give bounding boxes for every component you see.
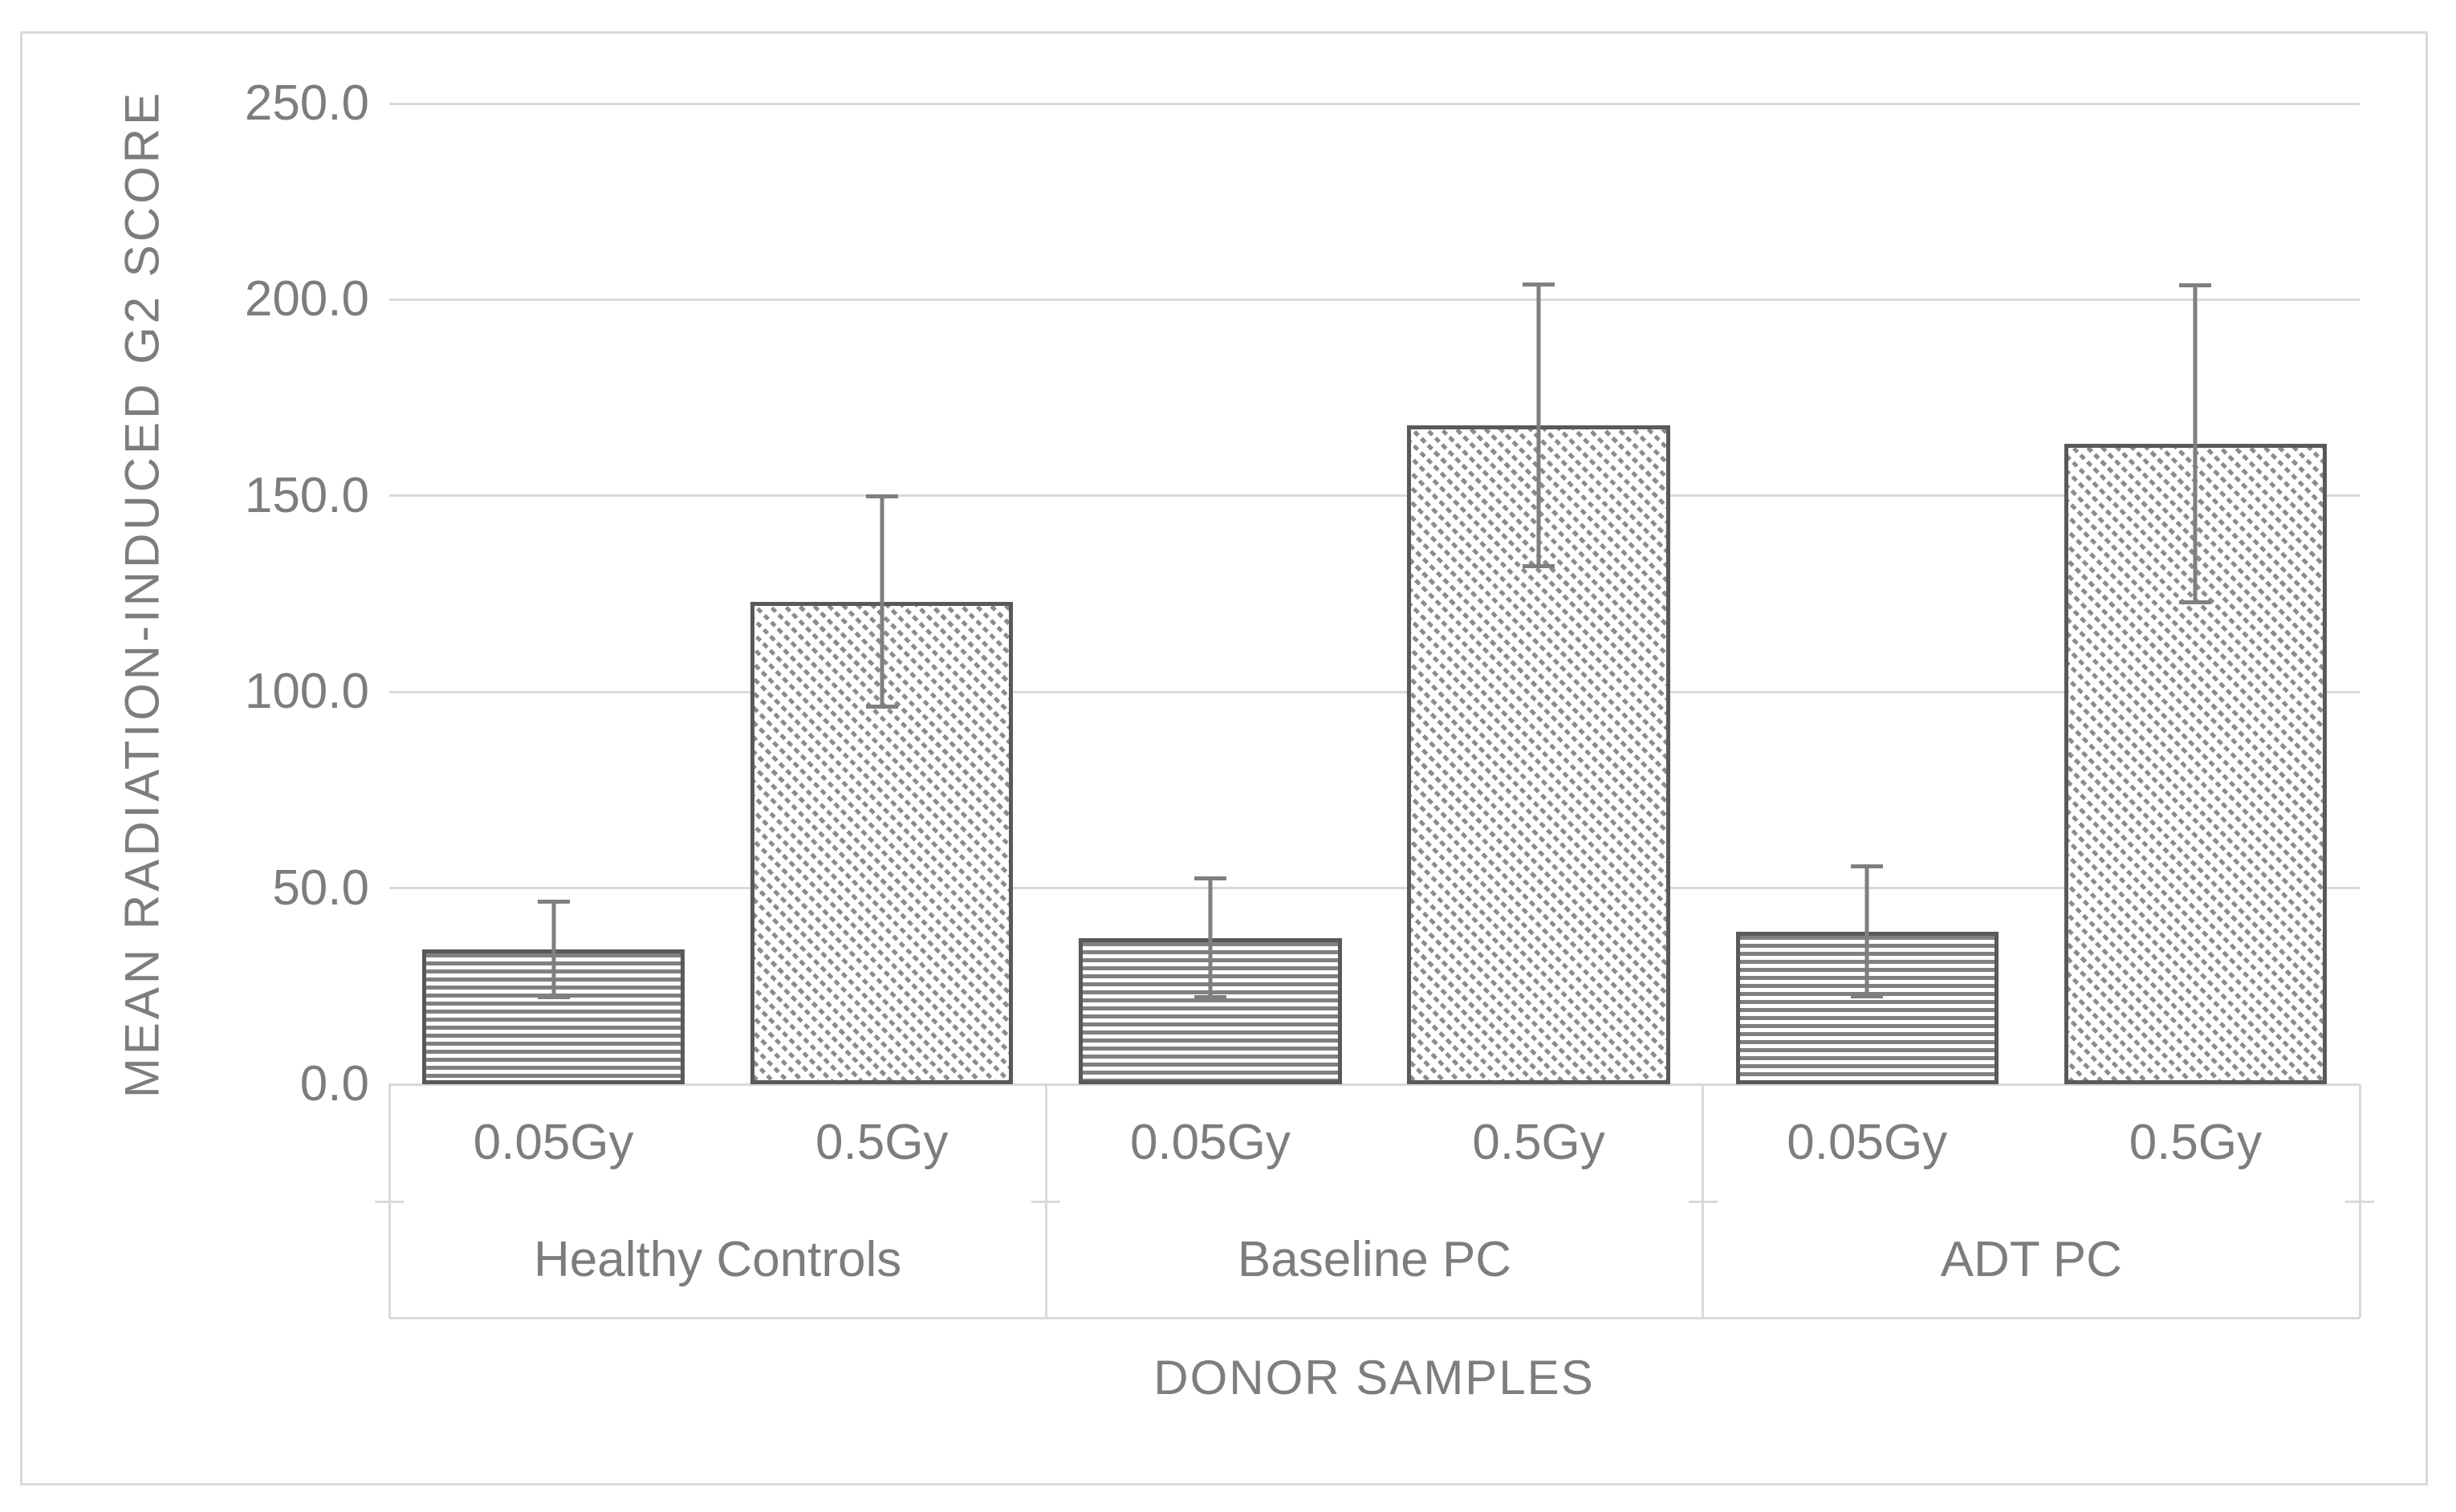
error-bar-bottom-cap xyxy=(2179,600,2212,605)
category-level-tick xyxy=(375,1200,404,1203)
error-bar-stem xyxy=(551,899,556,999)
dose-label-adt-pc-0-05gy: 0.05Gy xyxy=(1787,1115,1948,1170)
x-axis-title: DONOR SAMPLES xyxy=(1153,1351,1595,1404)
y-axis-title: MEAN RADIATION-INDUCED G2 SCORE xyxy=(115,89,169,1099)
y-tick-label: 250.0 xyxy=(244,75,369,131)
error-bar-bottom-cap xyxy=(865,705,898,709)
error-bar-baseline-pc-0-5gy xyxy=(1523,282,1555,568)
error-bar-stem xyxy=(1208,876,1213,999)
category-level-tick xyxy=(1688,1200,1718,1203)
error-bar-bottom-cap xyxy=(1523,563,1555,568)
group-label-adt-pc: ADT PC xyxy=(1940,1231,2122,1287)
error-bar-bottom-cap xyxy=(537,994,570,999)
error-bar-stem xyxy=(1536,282,1541,568)
error-bar-adt-pc-0-5gy xyxy=(2179,283,2212,605)
error-bar-top-cap xyxy=(2179,283,2212,288)
error-bar-healthy-controls-0-5gy xyxy=(865,494,898,709)
x-axis-line xyxy=(389,1083,2360,1086)
y-gridline xyxy=(389,494,2360,498)
dose-label-adt-pc-0-5gy: 0.5Gy xyxy=(2129,1115,2263,1170)
y-tick-label: 50.0 xyxy=(272,860,369,916)
dose-label-healthy-controls-0-5gy: 0.5Gy xyxy=(815,1115,949,1170)
y-gridline xyxy=(389,298,2360,301)
category-box-bottom-line xyxy=(389,1316,2360,1319)
y-gridline xyxy=(389,102,2360,105)
error-bar-bottom-cap xyxy=(1193,994,1226,999)
error-bar-top-cap xyxy=(1851,864,1884,869)
bar-baseline-pc-0-5gy xyxy=(1407,425,1670,1084)
y-tick-label: 0.0 xyxy=(299,1056,369,1112)
dose-label-healthy-controls-0-05gy: 0.05Gy xyxy=(473,1115,634,1170)
y-gridline xyxy=(389,887,2360,890)
error-bar-top-cap xyxy=(1193,876,1226,881)
error-bar-stem xyxy=(880,494,884,709)
y-tick-label: 200.0 xyxy=(244,271,369,327)
group-label-healthy-controls: Healthy Controls xyxy=(534,1231,902,1287)
dose-label-baseline-pc-0-5gy: 0.5Gy xyxy=(1472,1115,1605,1170)
error-bar-adt-pc-0-05gy xyxy=(1851,864,1884,999)
category-level-tick xyxy=(2345,1200,2374,1203)
error-bar-healthy-controls-0-05gy xyxy=(537,899,570,999)
bar-adt-pc-0-05gy xyxy=(1735,931,1999,1084)
error-bar-top-cap xyxy=(865,494,898,499)
error-bar-top-cap xyxy=(1523,282,1555,287)
dose-label-baseline-pc-0-05gy: 0.05Gy xyxy=(1129,1115,1291,1170)
error-bar-bottom-cap xyxy=(1851,994,1884,999)
figure-frame xyxy=(20,31,2428,1486)
category-level-tick xyxy=(1031,1200,1061,1203)
y-tick-label: 100.0 xyxy=(244,664,369,720)
error-bar-baseline-pc-0-05gy xyxy=(1193,876,1226,999)
error-bar-stem xyxy=(1864,864,1869,999)
y-gridline xyxy=(389,690,2360,693)
error-bar-top-cap xyxy=(537,899,570,904)
error-bar-stem xyxy=(2193,283,2198,605)
y-tick-label: 150.0 xyxy=(244,467,369,523)
group-label-baseline-pc: Baseline PC xyxy=(1237,1231,1512,1287)
